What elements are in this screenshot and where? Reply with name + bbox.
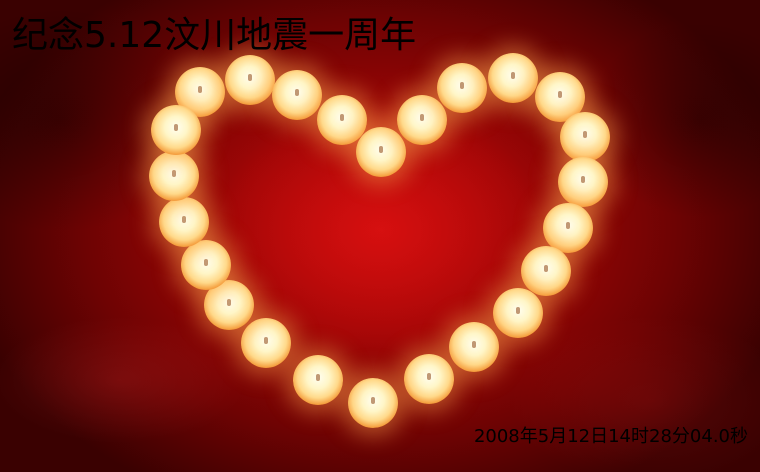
- candle: [558, 157, 608, 207]
- earthquake-timestamp: 2008年5月12日14时28分04.0秒: [473, 426, 748, 447]
- candle: [159, 197, 209, 247]
- candle: [149, 151, 199, 201]
- candle: [356, 127, 406, 177]
- candle: [151, 105, 201, 155]
- candle: [449, 322, 499, 372]
- candle: [317, 95, 367, 145]
- candle: [348, 378, 398, 428]
- candle: [181, 240, 231, 290]
- candle: [521, 246, 571, 296]
- candle: [397, 95, 447, 145]
- candle: [543, 203, 593, 253]
- candle: [560, 112, 610, 162]
- candle: [488, 53, 538, 103]
- candle: [272, 70, 322, 120]
- candle: [293, 355, 343, 405]
- candle: [225, 55, 275, 105]
- candle: [493, 288, 543, 338]
- candle: [404, 354, 454, 404]
- candle: [241, 318, 291, 368]
- candle: [437, 63, 487, 113]
- memorial-title: 纪念5.12汶川地震一周年: [12, 15, 417, 56]
